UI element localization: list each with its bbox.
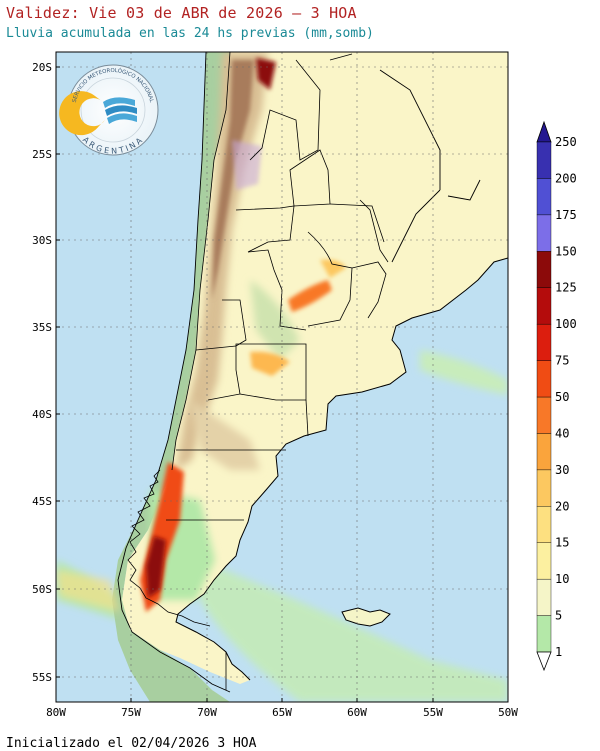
colorbar-label: 100 [555,317,577,331]
lat-label-25s: 25S [32,148,52,161]
colorbar-label: 40 [555,426,569,440]
north-borders [329,53,481,263]
atlantic-precip-north [420,350,508,395]
lon-label-55w: 55W [423,706,443,719]
chile-coast [117,52,231,693]
patagonia-relief [190,400,260,470]
colorbar-label: 125 [555,281,577,295]
lon-label-70w: 70W [197,706,217,719]
colorbar-bin [536,287,552,325]
province-borders [166,52,389,690]
lat-label-40s: 40S [32,408,52,421]
lat-label-45s: 45S [32,495,52,508]
colorbar-label: 200 [555,171,577,185]
precip-center [288,280,332,312]
init-timestamp: Inicializado el 02/04/2026 3 HOA [6,736,257,751]
atlantic-precip [200,560,508,702]
colorbar-bin [536,469,552,507]
lat-label-50s: 50S [32,583,52,596]
precip-southern-andes-core [146,536,166,598]
logo-wave-icon [103,97,135,108]
colorbar-bin [536,615,552,653]
lon-label-75w: 75W [121,706,141,719]
precip-center-2 [320,259,346,278]
chile-land [112,52,230,702]
colorbar-label: 20 [555,499,569,513]
colorbar-label: 175 [555,208,577,222]
lon-label-80w: 80W [46,706,66,719]
colorbar-label: 50 [555,390,569,404]
colorbar-bin [536,141,552,179]
southern-fjords [127,469,211,627]
colorbar-bin [536,214,552,252]
lon-label-60w: 60W [347,706,367,719]
andes-high [212,60,254,300]
map-title: Validez: Vie 03 de ABR de 2026 – 3 HOA [6,4,357,22]
colorbar-bin [536,251,552,288]
colorbar-bin [536,506,552,543]
axis-ticks [55,66,509,702]
lon-label-50w: 50W [498,706,518,719]
graticule [56,52,508,702]
colorbar-label: 75 [555,354,569,368]
precip-pacific-yellow [56,570,120,612]
lat-label-20s: 20S [32,61,52,74]
colorbar-bin [536,578,552,616]
colorbar-label: 10 [555,572,569,586]
lat-label-30s: 30S [32,234,52,247]
colorbar-label: 15 [555,536,569,550]
colorbar-max-triangle [536,120,552,143]
logo-sun-icon [59,91,105,136]
precip-north-andes [256,58,276,90]
lat-label-35s: 35S [32,321,52,334]
colorbar-bin [536,396,552,434]
lat-label-55s: 55S [32,671,52,684]
colorbar-label: 150 [555,244,577,258]
precip-northwest [232,140,262,190]
colorbar-label: 250 [555,135,577,149]
lon-label-65w: 65W [272,706,292,719]
colorbar-bin [536,433,552,471]
colorbar-label: 5 [555,609,562,623]
colorbar-bin [536,360,552,398]
colorbar-label: 30 [555,463,569,477]
colorbar-label: 1 [555,645,562,659]
sierras-relief [250,280,300,360]
colorbar-min-triangle [536,651,552,672]
precip-lapampa [250,351,290,376]
map-subtitle: Lluvia acumulada en las 24 hs previas (m… [6,26,374,41]
colorbar-bin [536,178,552,216]
malvinas-islands [341,607,391,627]
colorbar-bin [536,323,552,361]
coastline [175,257,508,681]
colorbar-bin [536,542,552,580]
